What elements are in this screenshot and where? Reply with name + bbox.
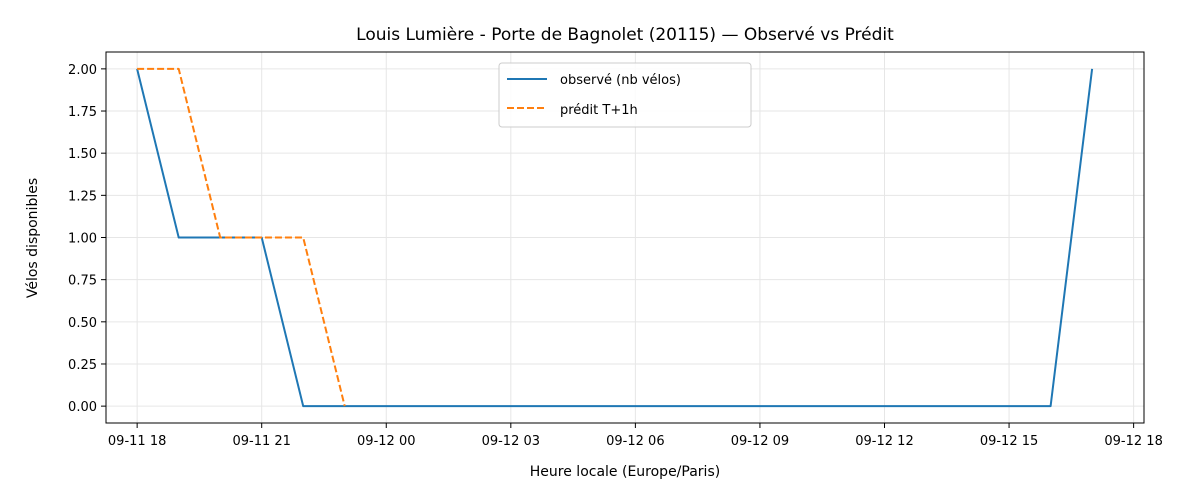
y-tick-label: 1.00 [68, 232, 97, 247]
series-layer [136, 67, 1094, 408]
x-tick-label: 09-12 06 [606, 434, 664, 449]
x-tick-label: 09-12 03 [482, 434, 540, 449]
chart-title: Louis Lumière - Porte de Bagnolet (20115… [356, 25, 894, 45]
y-axis-title: Vélos disponibles [25, 178, 41, 298]
legend-label-observe: observé (nb vélos) [560, 73, 681, 88]
series-line-predit [137, 67, 346, 407]
x-tick-label: 09-12 12 [855, 434, 913, 449]
x-tick-label: 09-11 18 [108, 434, 166, 449]
y-axis: 0.00 0.25 0.50 0.75 1.00 1.25 1.50 1.75 2.00 [68, 63, 106, 415]
x-tick-label: 09-12 15 [980, 434, 1038, 449]
x-axis-title: Heure locale (Europe/Paris) [530, 464, 720, 480]
legend: observé (nb vélos) prédit T+1h [498, 62, 752, 128]
x-tick-label: 09-11 21 [232, 434, 290, 449]
x-tick-label: 09-12 00 [357, 434, 415, 449]
y-tick-label: 0.00 [68, 400, 97, 415]
y-tick-label: 0.75 [68, 274, 97, 289]
y-tick-label: 1.50 [68, 147, 97, 162]
y-tick-label: 1.75 [68, 105, 97, 120]
y-tick-label: 0.25 [68, 358, 97, 373]
legend-label-predit: prédit T+1h [560, 103, 638, 118]
x-tick-label: 09-12 18 [1104, 434, 1162, 449]
legend-box [498, 62, 752, 128]
y-tick-label: 1.25 [68, 189, 97, 204]
y-tick-label: 0.50 [68, 316, 97, 331]
y-tick-label: 2.00 [68, 63, 97, 78]
series-line-observe [136, 68, 1094, 408]
x-tick-label: 09-12 09 [731, 434, 789, 449]
x-axis: 09-11 18 09-11 21 09-12 00 09-12 03 09-12 06… [108, 423, 1163, 449]
